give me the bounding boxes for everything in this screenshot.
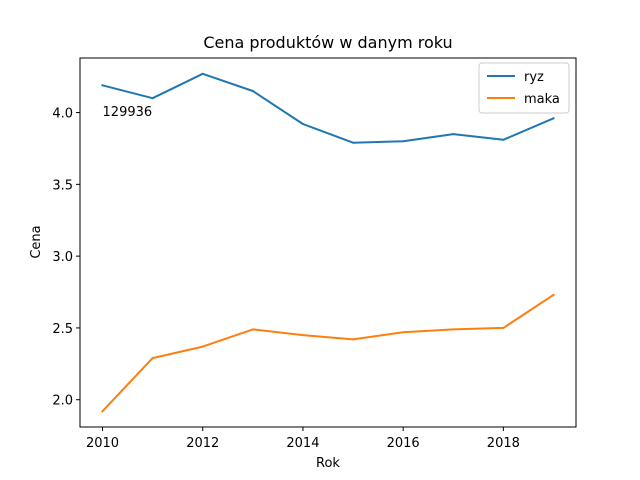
y-tick-label-2.0: 2.0	[52, 394, 73, 409]
x-tick-label-2012: 2012	[186, 436, 219, 451]
data-point-maka-2014	[301, 334, 304, 337]
data-point-ryz-2015	[352, 141, 355, 144]
data-point-ryz-2010	[101, 84, 104, 87]
y-tick-label-3.5: 3.5	[52, 178, 73, 193]
data-point-maka-2015	[352, 338, 355, 341]
x-axis-title: Rok	[316, 456, 340, 471]
y-tick-label-4.0: 4.0	[52, 107, 73, 122]
data-point-maka-2011	[151, 357, 154, 360]
plot-frame	[79, 57, 577, 428]
data-point-ryz-2011	[151, 97, 154, 100]
data-point-ryz-2013	[251, 90, 254, 92]
data-point-maka-2013	[251, 328, 254, 331]
y-tick-label-2.5: 2.5	[52, 322, 73, 337]
x-tick-label-2016: 2016	[387, 436, 420, 451]
data-point-maka-2018	[502, 326, 505, 329]
y-axis-title: Cena	[29, 225, 44, 258]
x-axis-ticks: 2010 2012 2014 2016 2018	[86, 427, 520, 451]
data-point-ryz-2019	[552, 117, 555, 120]
data-point-ryz-2012	[201, 72, 204, 75]
data-point-maka-2019	[552, 293, 555, 296]
data-point-ryz-2016	[402, 140, 405, 143]
data-point-maka-2012	[201, 345, 204, 348]
data-point-maka-2017	[452, 328, 455, 331]
y-tick-label-3.0: 3.0	[52, 250, 73, 265]
data-point-maka-2016	[402, 331, 405, 334]
x-tick-label-2018: 2018	[487, 436, 520, 451]
chart-title: Cena produktów w danym roku	[203, 33, 452, 52]
legend: ryz maka	[478, 62, 570, 114]
x-tick-label-2014: 2014	[286, 436, 319, 451]
series-layer	[101, 72, 555, 413]
annotation-label: 129936	[103, 105, 153, 120]
series-line-ryz	[101, 72, 555, 144]
data-point-ryz-2017	[452, 133, 455, 136]
data-point-maka-2010	[101, 410, 104, 413]
series-line-maka	[101, 293, 555, 413]
data-point-ryz-2014	[301, 123, 304, 125]
data-point-ryz-2018	[502, 138, 505, 141]
legend-label-maka: maka	[524, 92, 560, 107]
x-tick-label-2010: 2010	[86, 436, 119, 451]
y-axis-ticks: 2.0 2.5 3.0 3.5 4.0	[52, 107, 80, 409]
legend-label-ryz: ryz	[524, 70, 544, 85]
